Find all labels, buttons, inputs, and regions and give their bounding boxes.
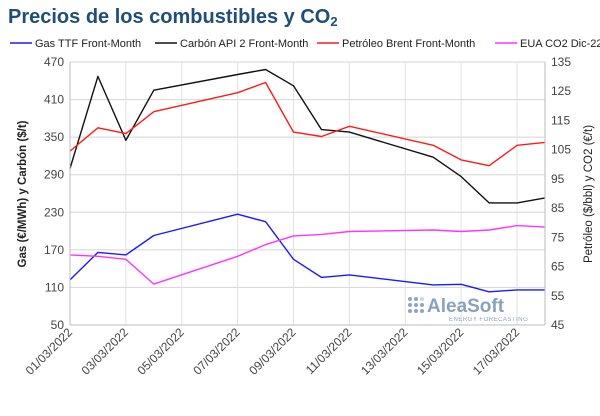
tick-labels: 470 410 350 290 230 170 110 50 135 125 115 105 95 85 7…: [23, 55, 572, 378]
x-tick-label: 17/03/2022: [470, 325, 523, 378]
watermark-main-text: AleaSoft: [427, 296, 505, 317]
y-right-tick-label: 95: [551, 172, 565, 186]
y-right-tick-label: 135: [551, 55, 571, 69]
y-left-tick-label: 350: [44, 130, 64, 144]
y-left-tick-label: 230: [44, 205, 64, 219]
series-line: [69, 224, 546, 285]
x-tick-label: 01/03/2022: [23, 325, 76, 378]
y-left-tick-label: 410: [44, 93, 64, 107]
x-tick-label: 15/03/2022: [414, 325, 467, 378]
y-right-tick-label: 65: [551, 260, 565, 274]
x-tick-label: 03/03/2022: [79, 325, 132, 378]
axes: [69, 62, 546, 326]
y-right-tick-label: 105: [551, 143, 571, 157]
y-left-tick-label: 170: [44, 243, 64, 257]
gridlines: [69, 61, 545, 326]
y-axis-left-title: Gas (€/MWh) y Carbón ($/t): [17, 120, 29, 267]
watermark-sub-text: ENERGY FORECASTING: [449, 317, 528, 323]
y-right-tick-label: 75: [551, 230, 565, 244]
y-right-tick-label: 115: [551, 113, 570, 127]
x-tick-label: 11/03/2022: [303, 325, 355, 377]
y-left-tick-label: 110: [45, 280, 64, 294]
legend: Gas TTF Front-Month Carbón API 2 Front-Mo…: [10, 38, 600, 50]
legend-label: Petróleo Brent Front-Month: [342, 38, 475, 50]
y-axis-right-title: Petróleo ($/bbl) y CO2 (€/t): [583, 125, 595, 263]
series-line: [69, 68, 546, 204]
y-right-tick-label: 85: [551, 201, 565, 215]
y-right-tick-label: 55: [551, 289, 565, 303]
y-right-tick-label: 45: [551, 318, 565, 332]
y-left-tick-label: 470: [44, 55, 64, 69]
legend-label: EUA CO2 Dic-22: [520, 38, 600, 50]
x-tick-label: 05/03/2022: [135, 325, 188, 378]
y-right-tick-label: 125: [551, 84, 571, 98]
watermark-logo: AleaSoft ENERGY FORECASTING: [408, 296, 528, 323]
legend-label: Carbón API 2 Front-Month: [180, 38, 308, 50]
x-tick-label: 13/03/2022: [358, 325, 411, 378]
chart-title: Precios de los combustibles y CO2: [8, 6, 338, 29]
y-left-tick-label: 290: [44, 168, 64, 182]
aleasoft-logo-icon: [408, 297, 424, 313]
series-group: [69, 68, 546, 293]
series-line: [69, 81, 546, 167]
x-tick-label: 09/03/2022: [246, 325, 299, 378]
y-left-tick-label: 50: [51, 318, 65, 332]
x-tick-label: 07/03/2022: [190, 325, 243, 378]
legend-label: Gas TTF Front-Month: [35, 38, 141, 50]
series-line: [69, 213, 545, 293]
